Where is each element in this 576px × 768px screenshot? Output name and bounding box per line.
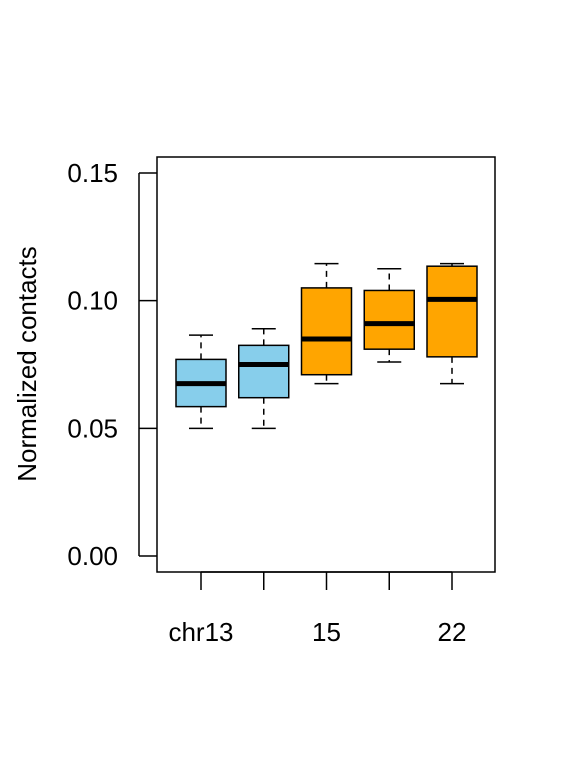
box-body: [238, 344, 290, 399]
x-axis: chr13 15 22: [168, 571, 467, 647]
box-2: [238, 328, 290, 430]
y-tick-label: 0.05: [67, 413, 118, 443]
y-tick-label: 0.00: [67, 541, 118, 571]
x-tick-label: 15: [312, 617, 341, 647]
box-4: [363, 268, 415, 363]
box-body: [300, 287, 353, 376]
y-tick-label: 0.10: [67, 286, 118, 316]
box-body: [363, 289, 415, 350]
box-body: [426, 265, 478, 358]
x-tick-label: 22: [438, 617, 467, 647]
box-5: [426, 262, 478, 385]
boxes: [175, 262, 478, 430]
box-1: [175, 334, 227, 430]
y-axis: 0.00 0.05 0.10 0.15: [67, 158, 157, 571]
y-tick-label: 0.15: [67, 158, 118, 188]
box-3: [300, 262, 353, 385]
y-axis-title: Normalized contacts: [12, 246, 42, 482]
x-tick-label: chr13: [168, 617, 233, 647]
